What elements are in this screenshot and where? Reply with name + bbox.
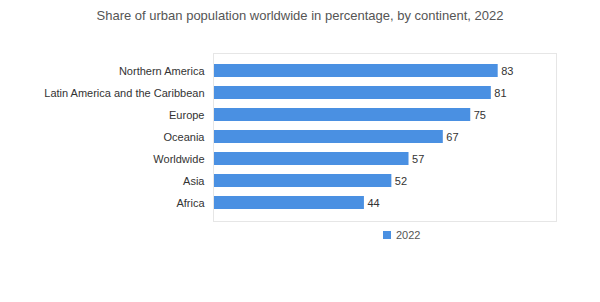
- svg-text:44: 44: [367, 197, 379, 209]
- svg-text:81: 81: [494, 87, 506, 99]
- svg-text:57: 57: [412, 153, 424, 165]
- svg-text:67: 67: [446, 131, 458, 143]
- svg-text:Asia: Asia: [183, 175, 205, 187]
- svg-text:Europe: Europe: [169, 109, 204, 121]
- svg-text:Northern America: Northern America: [119, 65, 205, 77]
- html-text:Share of urban population worl: Share of urban population worldwide in p…: [96, 8, 504, 23]
- svg-text:75: 75: [474, 109, 486, 121]
- svg-text:Africa: Africa: [176, 197, 205, 209]
- html-text:2022: 2022: [396, 229, 421, 241]
- svg-text:Worldwide: Worldwide: [153, 153, 204, 165]
- svg-text:52: 52: [395, 175, 407, 187]
- svg-text:Oceania: Oceania: [164, 131, 206, 143]
- svg-text:Latin America and the Caribbea: Latin America and the Caribbean: [44, 87, 204, 99]
- svg-text:83: 83: [501, 65, 513, 77]
